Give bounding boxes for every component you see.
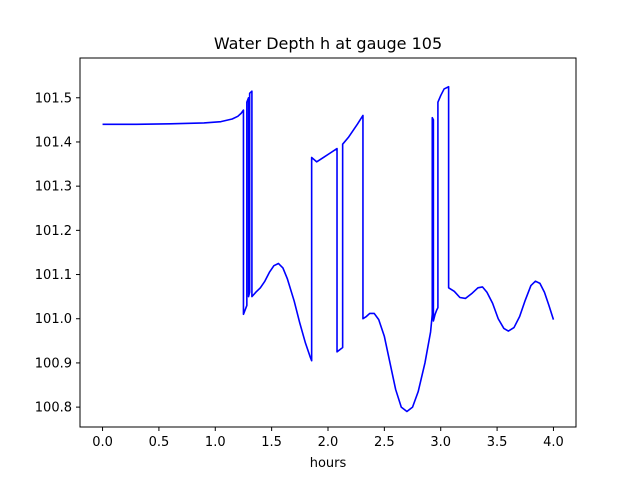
x-tick-label: 4.0 <box>543 435 564 450</box>
y-tick-label: 101.0 <box>35 312 72 327</box>
x-tick-label: 2.5 <box>374 435 395 450</box>
x-tick-label: 3.5 <box>487 435 508 450</box>
chart-title: Water Depth h at gauge 105 <box>214 34 442 53</box>
y-tick-label: 100.9 <box>35 356 72 371</box>
y-tick-label: 100.8 <box>35 401 72 416</box>
x-tick-label: 0.0 <box>92 435 113 450</box>
x-tick-label: 1.5 <box>261 435 282 450</box>
plot-area <box>102 85 555 413</box>
x-tick-label: 3.0 <box>430 435 451 450</box>
y-tick-label: 101.2 <box>35 224 72 239</box>
y-tick-label: 101.1 <box>35 268 72 283</box>
y-tick-label: 101.3 <box>35 180 72 195</box>
plot-frame <box>79 57 577 428</box>
x-tick-label: 1.0 <box>205 435 226 450</box>
y-axis-ticks: 100.8 100.9 101.0 101.1 101.2 101.3 101.4 101.5 <box>35 91 80 416</box>
series-line-0 <box>102 85 555 413</box>
x-axis-ticks: 0.0 0.5 1.0 1.5 2.0 2.5 3.0 3.5 4.0 <box>92 427 564 450</box>
y-tick-label: 101.5 <box>35 91 72 106</box>
y-tick-label: 101.4 <box>35 135 72 150</box>
x-axis-title: hours <box>310 456 347 471</box>
x-tick-label: 2.0 <box>318 435 339 450</box>
x-tick-label: 0.5 <box>149 435 170 450</box>
